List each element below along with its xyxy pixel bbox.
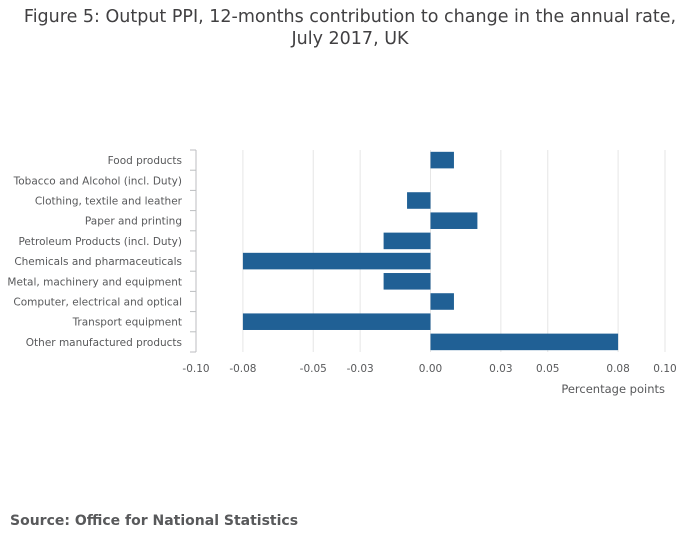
bar-3 [430,212,478,229]
category-label: Petroleum Products (incl. Duty) [18,236,182,248]
chart-title-line-1: Figure 5: Output PPI, 12-months contribu… [23,7,677,27]
x-tick-label: 0.05 [536,363,559,375]
x-tick-label: 0.03 [489,363,512,375]
bar-4 [383,232,431,250]
x-tick-label: -0.08 [229,363,256,375]
bar-9 [430,333,619,351]
chart-title-line-2: July 2017, UK [291,29,409,49]
x-axis-title: Percentage points [561,382,665,396]
bar-5 [242,252,431,270]
category-label: Clothing, textile and leather [35,196,183,208]
x-tick-label: -0.05 [300,363,327,375]
category-label: Other manufactured products [26,337,182,349]
x-tick-label: 0.10 [653,363,676,375]
bar-0 [430,151,454,169]
category-label: Transport equipment [72,317,182,329]
category-label: Paper and printing [85,216,182,228]
category-label: Chemicals and pharmaceuticals [14,256,182,268]
category-label: Metal, machinery and equipment [7,276,182,288]
category-label: Computer, electrical and optical [13,297,182,309]
x-tick-label: 0.00 [419,363,442,375]
bar-2 [407,192,431,209]
x-tick-label: 0.08 [606,363,629,375]
bar-7 [430,293,454,310]
category-label: Food products [108,155,182,167]
bar-6 [383,273,431,290]
bar-8 [242,313,431,330]
x-tick-label: -0.03 [347,363,374,375]
source-note: Source: Office for National Statistics [10,513,299,529]
chart-title: Figure 5: Output PPI, 12-months contribu… [20,6,680,50]
category-label: Tobacco and Alcohol (incl. Duty) [13,175,182,187]
x-tick-label: -0.10 [182,363,209,375]
